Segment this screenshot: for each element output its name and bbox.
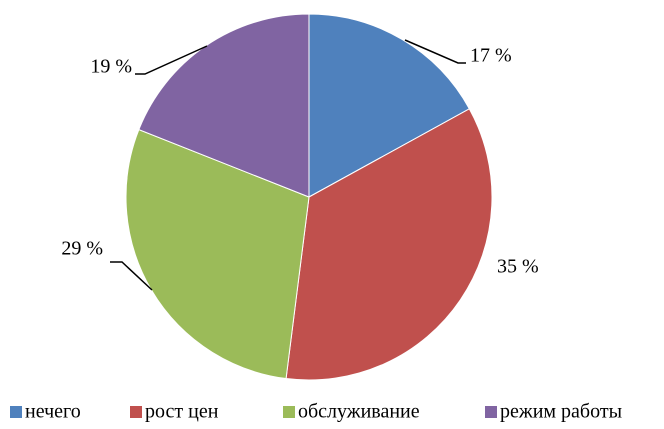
- pie-slice: [285, 108, 493, 381]
- data-label: 19 %: [90, 56, 132, 78]
- legend-swatch: [10, 406, 22, 418]
- leader-line: [110, 261, 153, 291]
- leader-line: [404, 39, 466, 64]
- legend-label: рост цен: [145, 401, 219, 423]
- legend-swatch: [130, 406, 142, 418]
- legend-label: нечего: [25, 401, 81, 423]
- pie-slice: [308, 13, 471, 198]
- legend-swatch: [283, 406, 295, 418]
- leader-line: [135, 45, 208, 75]
- legend-label: режим работы: [500, 401, 622, 423]
- legend-label: обслуживание: [298, 401, 420, 423]
- data-label: 35 %: [497, 256, 539, 278]
- data-label: 17 %: [470, 45, 512, 67]
- legend-swatch: [485, 406, 497, 418]
- data-label: 29 %: [61, 238, 103, 260]
